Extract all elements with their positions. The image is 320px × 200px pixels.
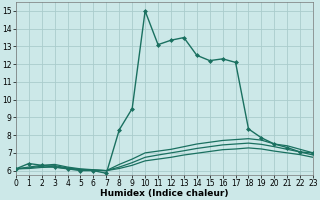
X-axis label: Humidex (Indice chaleur): Humidex (Indice chaleur) <box>100 189 229 198</box>
